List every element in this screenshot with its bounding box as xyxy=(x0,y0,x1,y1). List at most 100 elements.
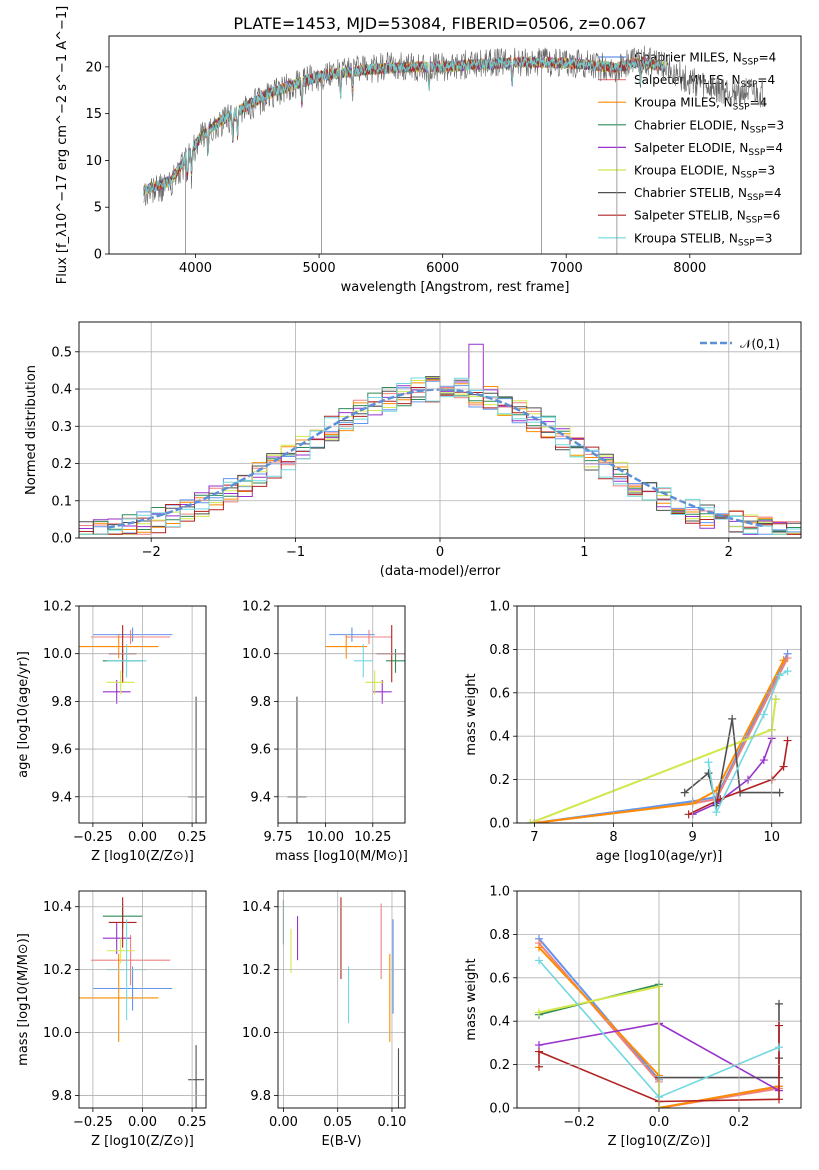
x-tick-label: 0.2 xyxy=(729,1115,750,1130)
mass-weight-line xyxy=(684,718,780,806)
legend-value: =4 xyxy=(764,186,782,200)
y-tick-label: 1.0 xyxy=(489,600,510,615)
plus-marker xyxy=(775,671,784,680)
plus-marker xyxy=(759,710,768,719)
legend-value: =3 xyxy=(766,118,784,132)
plus-marker xyxy=(704,758,713,767)
residuals-frame xyxy=(78,321,802,539)
plus-marker xyxy=(712,808,721,817)
errorbar-point xyxy=(188,1045,205,1108)
y-tick-label: 0.0 xyxy=(489,1102,510,1117)
mass-vs-Z-frame xyxy=(78,890,207,1109)
model-spectrum-line xyxy=(143,56,666,197)
errorbar-point xyxy=(365,670,385,695)
y-tick-label: 0.6 xyxy=(489,971,510,986)
y-tick-label: 9.8 xyxy=(51,695,72,710)
legend-label: Kroupa ELODIE, N xyxy=(634,164,741,178)
plus-marker xyxy=(779,762,788,771)
legend-subscript: SSP xyxy=(738,238,755,248)
legend-subscript: SSP xyxy=(748,148,765,158)
plus-marker xyxy=(783,736,792,745)
legend-subscript: SSP xyxy=(746,216,763,226)
y-tick-label: 0.4 xyxy=(51,383,72,398)
legend-entry: Kroupa ELODIE, NSSP=3 xyxy=(634,164,775,181)
y-tick-label: 0.8 xyxy=(489,928,510,943)
errorbar-point xyxy=(329,627,375,642)
age-vs-Z-axes: −0.25 0.00 0.25 9.4 9.6 9.8 10.0 10.2 Z [log10(Z… xyxy=(16,600,207,865)
x-tick-label: 10.25 xyxy=(354,830,391,845)
errorbar-point xyxy=(106,938,135,964)
x-tick-label: −0.2 xyxy=(563,1115,595,1130)
spectrum-axes: 4000 5000 6000 7000 8000 0 5 10 15 20 wavelength [… xyxy=(55,6,802,295)
errorbar-point xyxy=(353,644,373,678)
legend-subscript: SSP xyxy=(747,193,764,203)
mass-vs-EBV-frame xyxy=(277,890,406,1109)
plus-marker xyxy=(775,1043,783,1052)
y-tick-label: 9.8 xyxy=(51,1089,72,1104)
y-tick-label: 9.8 xyxy=(250,1089,271,1104)
plus-marker xyxy=(771,695,780,704)
massweight-vs-age-axes: 7 8 9 10 0.0 0.2 0.4 0.6 0.8 1.0 age [log10(age/yr… xyxy=(464,600,802,864)
y-tick-label: 0.3 xyxy=(51,420,72,435)
mass-vs-Z-axes: −0.25 0.00 0.25 9.8 10.0 10.2 10.4 Z [log10(Z/Z… xyxy=(16,890,207,1149)
legend-subscript: SSP xyxy=(750,125,767,135)
plus-marker xyxy=(535,1062,543,1071)
x-tick-label: −0.25 xyxy=(73,1115,113,1130)
x-tick-label: 2 xyxy=(725,545,733,560)
y-tick-label: 10.4 xyxy=(242,900,271,915)
y-tick-label: 0.1 xyxy=(51,494,72,509)
errorbar-point xyxy=(386,648,405,673)
massweight-vs-age-frame xyxy=(516,605,802,824)
errorbar-point xyxy=(102,679,131,704)
plus-marker xyxy=(779,656,788,665)
y-tick-label: 0.0 xyxy=(51,532,72,547)
errorbar-point xyxy=(79,953,159,1042)
x-tick-label: −2 xyxy=(142,545,161,560)
x-axis-label: (data-model)/error xyxy=(380,564,501,579)
x-tick-label: 1 xyxy=(580,545,588,560)
mass-vs-Z-plot-area xyxy=(79,897,205,1108)
y-tick-label: 5 xyxy=(94,201,102,216)
legend-entry: Chabrier STELIB, NSSP=4 xyxy=(634,186,782,203)
x-tick-label: 8 xyxy=(609,830,617,845)
x-tick-label: 10.00 xyxy=(307,830,344,845)
legend-label: Kroupa STELIB, N xyxy=(634,231,738,245)
x-tick-label: 6000 xyxy=(426,261,459,276)
y-tick-label: 10.0 xyxy=(43,1026,72,1041)
plus-marker xyxy=(759,756,768,765)
plus-marker xyxy=(704,769,713,778)
y-tick-label: 0.8 xyxy=(489,643,510,658)
y-tick-label: 9.4 xyxy=(250,790,271,805)
y-axis-label: mass weight xyxy=(464,958,479,1040)
histogram-legend: 𝒩(0,1) xyxy=(700,337,780,351)
y-axis-label: age [log10(age/yr)] xyxy=(16,651,31,778)
model-spectrum-line xyxy=(143,56,666,195)
y-tick-label: 10.0 xyxy=(43,647,72,662)
y-tick-label: 10 xyxy=(85,154,102,169)
y-tick-label: 0.5 xyxy=(51,345,72,360)
y-axis-label: Flux [f_λ10^−17 erg cm^−2 s^−1 A^−1] xyxy=(55,6,70,284)
plus-marker xyxy=(535,1047,543,1056)
plus-marker xyxy=(684,810,693,819)
plus-marker xyxy=(535,956,543,965)
x-axis-label: E(B-V) xyxy=(321,1134,361,1149)
plus-marker xyxy=(775,1095,783,1104)
x-tick-label: 4000 xyxy=(179,261,212,276)
legend-label: Kroupa MILES, N xyxy=(634,96,733,110)
errorbar-point xyxy=(90,629,171,645)
y-tick-label: 15 xyxy=(85,107,102,122)
y-tick-label: 9.8 xyxy=(250,695,271,710)
age-vs-mass-frame xyxy=(277,605,406,824)
y-tick-label: 0.0 xyxy=(489,817,510,832)
x-tick-label: 7000 xyxy=(550,261,583,276)
legend-label: Chabrier STELIB, N xyxy=(634,186,747,200)
age-vs-Z-frame xyxy=(78,605,207,824)
x-tick-label: 0.00 xyxy=(269,1115,298,1130)
plus-marker xyxy=(728,714,737,723)
x-tick-label: 7 xyxy=(530,830,538,845)
figure-title: PLATE=1453, MJD=53084, FIBERID=0506, z=0… xyxy=(233,14,646,33)
x-tick-label: 8000 xyxy=(673,261,706,276)
y-tick-label: 20 xyxy=(85,60,102,75)
legend-value: =6 xyxy=(763,209,781,223)
